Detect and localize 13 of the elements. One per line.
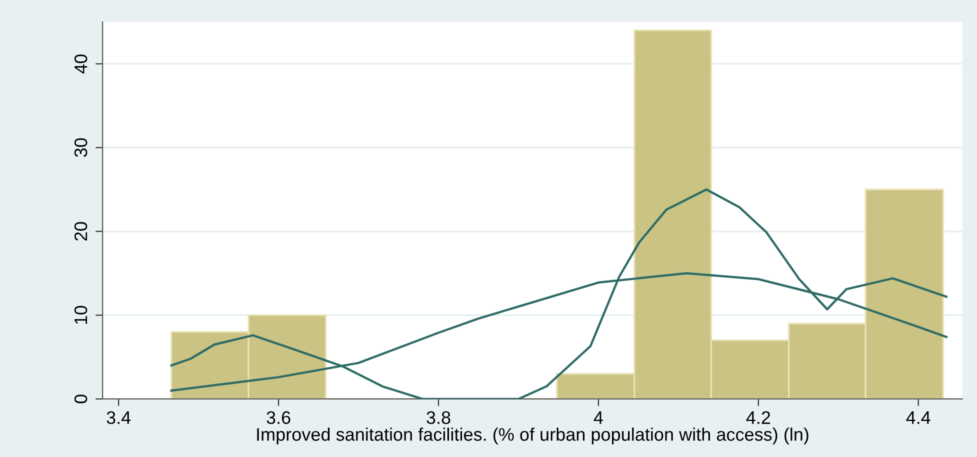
y-tick-label: 30 [74,138,88,157]
x-tick-label: 3.8 [426,411,450,424]
y-tick-label: 20 [74,222,88,241]
x-axis-title: Improved sanitation facilities. (% of urban population with access) (ln) [257,428,808,444]
x-tick-label: 3.6 [266,411,290,424]
y-tick-label: 10 [74,306,88,324]
x-tick-label: 4.4 [906,411,930,424]
x-tick-label: 4 [594,411,603,424]
x-tick-label: 4.2 [746,411,770,424]
y-tick-label: 40 [74,54,88,74]
line-series [170,188,948,399]
x-tick-label: 3.4 [106,411,131,424]
y-tick-label: 0 [74,394,88,404]
